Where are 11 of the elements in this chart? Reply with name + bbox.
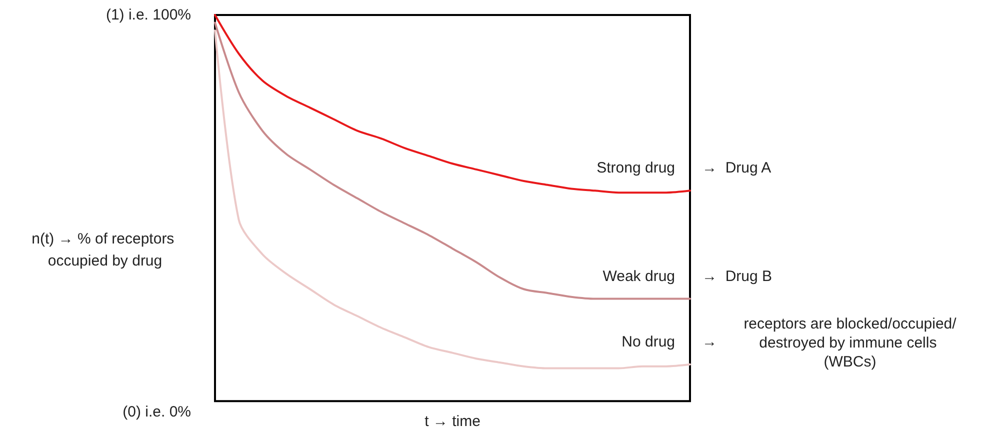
text: → Drug A — [702, 160, 772, 177]
text: (1) i.e. 100% — [106, 6, 191, 24]
text: receptors are blocked/occupied/destroyed by immune cells (WBCs) — [744, 315, 958, 370]
series-label: Strong drug — [596, 160, 676, 177]
series-label: No drug — [622, 333, 676, 350]
y-axis-title: n(t) → % of receptors occupied by drug — [32, 230, 178, 270]
x-axis-title: t → time — [424, 413, 480, 430]
text: → — [702, 333, 717, 350]
text: → Drug B — [702, 268, 772, 285]
text: (0) i.e. 0% — [122, 404, 191, 420]
series-label: Weak drug — [602, 268, 676, 285]
